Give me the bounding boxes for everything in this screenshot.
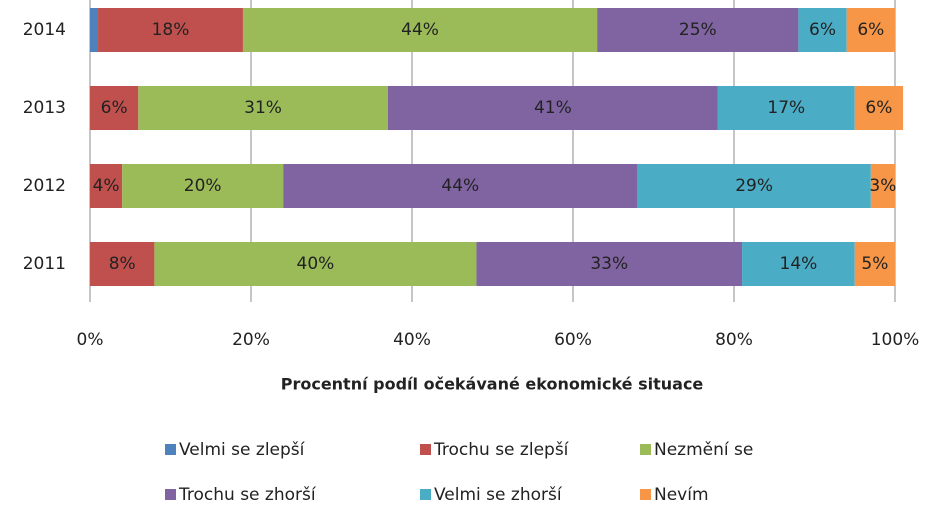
legend-label: Trochu se zhorší: [178, 485, 317, 505]
bar-segment: [283, 164, 638, 208]
bar-segment: [122, 164, 284, 208]
legend-swatch: [420, 489, 431, 500]
data-label: 25%: [679, 20, 717, 40]
bar-segment: [798, 8, 847, 52]
bar-segment: [90, 164, 123, 208]
bar-segment: [854, 242, 895, 286]
data-label: 31%: [244, 98, 282, 118]
bar-segment: [154, 242, 477, 286]
bar-segment: [637, 164, 871, 208]
data-label: 41%: [534, 98, 572, 118]
data-label: 6%: [865, 98, 892, 118]
data-label: 33%: [590, 254, 628, 274]
data-label: 44%: [441, 176, 479, 196]
data-label: 20%: [184, 176, 222, 196]
bar-segment: [476, 242, 743, 286]
legend-label: Velmi se zlepší: [179, 440, 306, 460]
x-tick-label: 80%: [715, 330, 753, 350]
legend-swatch: [420, 444, 431, 455]
y-tick-label: 2012: [23, 176, 66, 196]
bar-segment: [870, 164, 895, 208]
data-label: 29%: [735, 176, 773, 196]
x-tick-label: 0%: [77, 330, 104, 350]
bar-segment: [717, 86, 855, 130]
bar-segment: [242, 8, 598, 52]
x-axis-title: Procentní podíl očekávané ekonomické sit…: [281, 375, 704, 394]
legend-swatch: [640, 489, 651, 500]
data-label: 8%: [109, 254, 136, 274]
data-label: 4%: [93, 176, 120, 196]
data-label: 40%: [297, 254, 335, 274]
legend-swatch: [165, 444, 176, 455]
x-tick-label: 100%: [871, 330, 920, 350]
bar-segment: [90, 242, 155, 286]
x-tick-label: 40%: [393, 330, 431, 350]
legend-label: Trochu se zlepší: [433, 440, 570, 460]
legend-swatch: [165, 489, 176, 500]
y-tick-label: 2013: [23, 98, 66, 118]
data-label: 6%: [809, 20, 836, 40]
data-label: 17%: [767, 98, 805, 118]
x-tick-label: 20%: [232, 330, 270, 350]
data-label: 6%: [101, 98, 128, 118]
legend-swatch: [640, 444, 651, 455]
data-label: 14%: [780, 254, 818, 274]
bar-segment: [90, 8, 99, 52]
legend-label: Velmi se zhorší: [434, 485, 563, 505]
bar-segment: [742, 242, 855, 286]
bar-segment: [387, 86, 718, 130]
data-label: 18%: [152, 20, 190, 40]
y-tick-label: 2011: [23, 254, 66, 274]
bar-segment: [98, 8, 243, 52]
bar-segment: [597, 8, 799, 52]
legend-label: Nezmění se: [654, 440, 753, 460]
bar-segment: [138, 86, 388, 130]
legend-label: Nevím: [654, 485, 709, 505]
y-tick-label: 2014: [23, 20, 66, 40]
data-label: 3%: [869, 176, 896, 196]
data-label: 44%: [401, 20, 439, 40]
bar-segment: [854, 86, 904, 130]
x-tick-label: 60%: [554, 330, 592, 350]
data-label: 5%: [861, 254, 888, 274]
data-label: 6%: [857, 20, 884, 40]
bar-segment: [846, 8, 895, 52]
bar-segment: [90, 86, 139, 130]
